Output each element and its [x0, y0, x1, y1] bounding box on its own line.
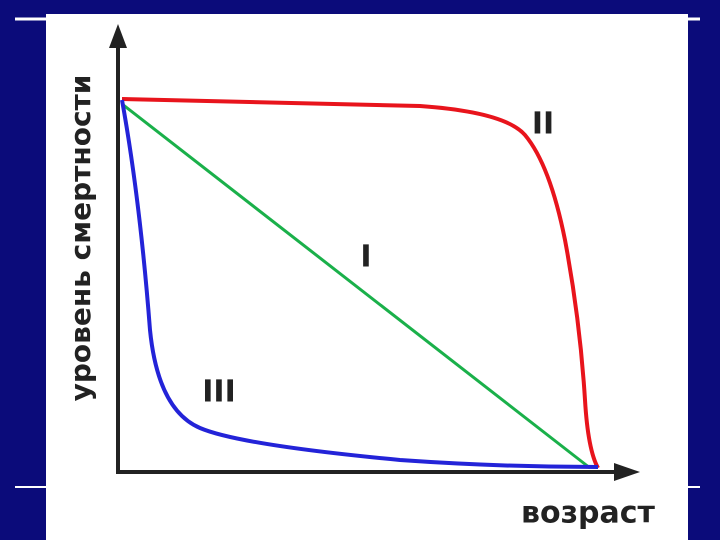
y-axis-label: уровень смертности: [64, 75, 97, 402]
x-axis-arrow: [614, 463, 640, 481]
curve-iii: [120, 99, 599, 469]
y-axis-arrow: [109, 24, 127, 48]
curve-i: [121, 102, 591, 470]
curve-label: III: [202, 375, 236, 410]
curve-ii: [121, 97, 600, 469]
curve-label: II: [532, 107, 554, 142]
axes: [109, 24, 640, 481]
x-axis-label: возраст: [521, 496, 656, 531]
curve-label: I: [360, 240, 371, 275]
diagram-panel: [46, 14, 688, 540]
